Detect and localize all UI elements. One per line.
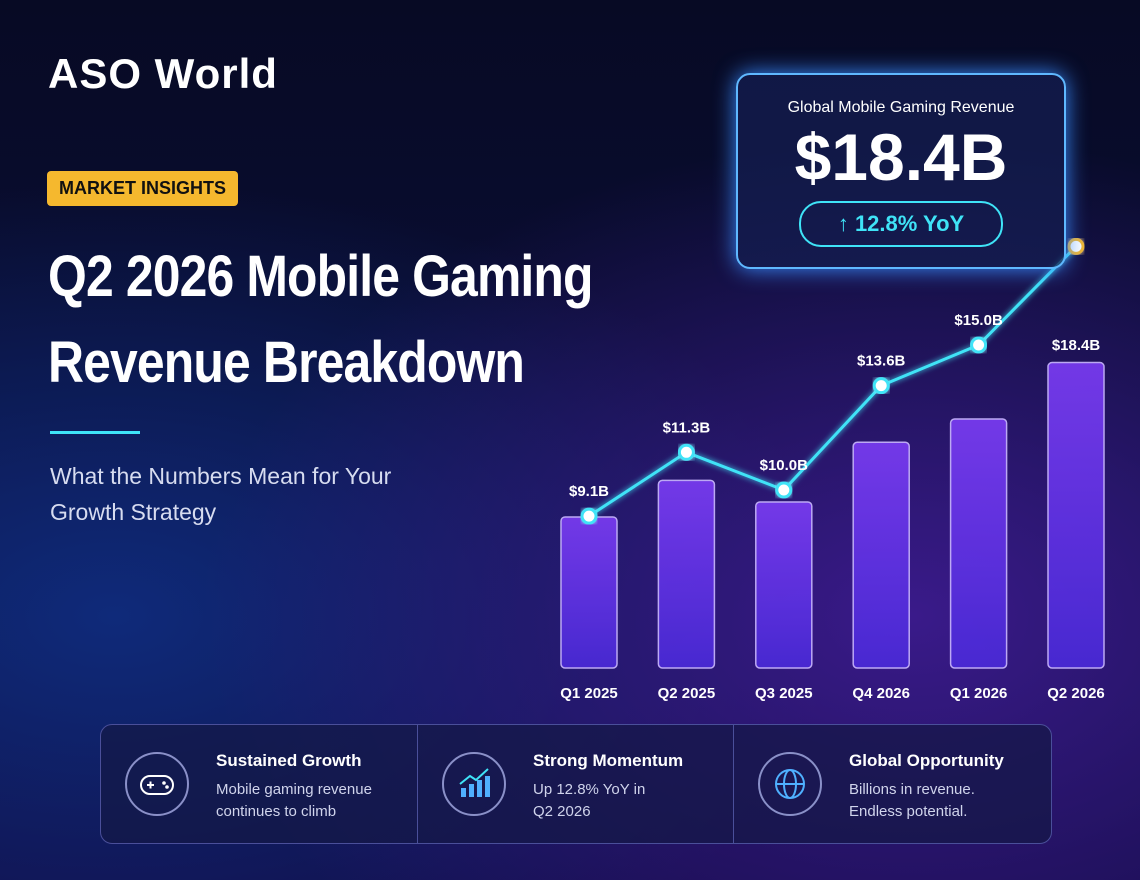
line	[588, 245, 1078, 518]
logo: ASO World	[48, 50, 278, 97]
icon	[125, 752, 189, 816]
line: Q2 2026	[533, 803, 591, 820]
divider	[50, 431, 140, 434]
point	[775, 481, 793, 499]
badge: MARKET INSIGHTS	[47, 171, 239, 206]
value-label: $11.3B	[663, 419, 711, 436]
feature-text: Mobile gaming revenue continues to climb	[216, 779, 372, 823]
feature-text: Billions in revenue. Endless potential.	[849, 779, 975, 823]
bar	[560, 516, 618, 669]
x-tick-label: Q1 2026	[950, 685, 1008, 702]
bar	[755, 501, 813, 669]
line: Endless potential.	[849, 803, 968, 820]
bar	[852, 441, 910, 669]
value-label: $18.4B	[1052, 337, 1101, 354]
x-tick-label: Q3 2025	[755, 685, 813, 702]
point	[970, 336, 988, 354]
icon	[758, 752, 822, 816]
line: Billions in revenue.	[849, 781, 975, 798]
point	[872, 377, 890, 395]
highlight-value: $18.4B	[794, 120, 1008, 194]
highlight-change: ↑ 12.8% YoY	[799, 201, 1003, 247]
line: Mobile gaming revenue	[216, 781, 372, 798]
x-tick-label: Q2 2026	[1047, 685, 1105, 702]
icon	[442, 752, 506, 816]
x-tick-label: Q4 2026	[852, 685, 910, 702]
feature: Sustained Growth Mobile gaming revenue co…	[101, 725, 417, 843]
subtitle: Growth Strategy	[50, 499, 217, 525]
highlight-card: Global Mobile Gaming Revenue $18.4B ↑ 12…	[736, 73, 1066, 269]
features: Sustained Growth Mobile gaming revenue co…	[100, 724, 1052, 844]
chart: Q1 2025 Q2 2025 Q3 2025 Q4 2026 Q1 2026 Q2 20…	[560, 237, 1105, 702]
change-text: 12.8% YoY	[854, 211, 965, 236]
feature: Strong Momentum Up 12.8% YoY in Q2 2026	[417, 725, 734, 843]
highlight-label: Global Mobile Gaming Revenue	[787, 99, 1015, 116]
feature-title: Sustained Growth	[216, 751, 362, 770]
bar	[1047, 361, 1105, 669]
value-label: $9.1B	[569, 483, 609, 500]
value-label: $13.6B	[857, 353, 906, 370]
value-label: $10.0B	[760, 457, 809, 474]
bar	[657, 479, 716, 669]
point	[677, 443, 695, 461]
point	[580, 507, 598, 525]
x-tick-label: Q1 2025	[560, 685, 618, 702]
subtitle: What the Numbers Mean for Your	[50, 463, 392, 489]
feature: Global Opportunity Billions in revenue. E…	[733, 725, 1050, 843]
feature-title: Global Opportunity	[849, 751, 1004, 770]
line: continues to climb	[216, 803, 337, 820]
point	[1067, 237, 1085, 255]
bar	[949, 418, 1008, 669]
feature-title: Strong Momentum	[533, 751, 684, 770]
line: Up 12.8% YoY in	[533, 781, 646, 798]
feature-text: Up 12.8% YoY in Q2 2026	[533, 779, 645, 823]
value-label: $15.0B	[954, 312, 1003, 329]
title: Q2 2026 Mobile Gaming	[48, 244, 594, 309]
x-tick-label: Q2 2025	[658, 685, 716, 702]
title: Revenue Breakdown	[48, 330, 525, 395]
